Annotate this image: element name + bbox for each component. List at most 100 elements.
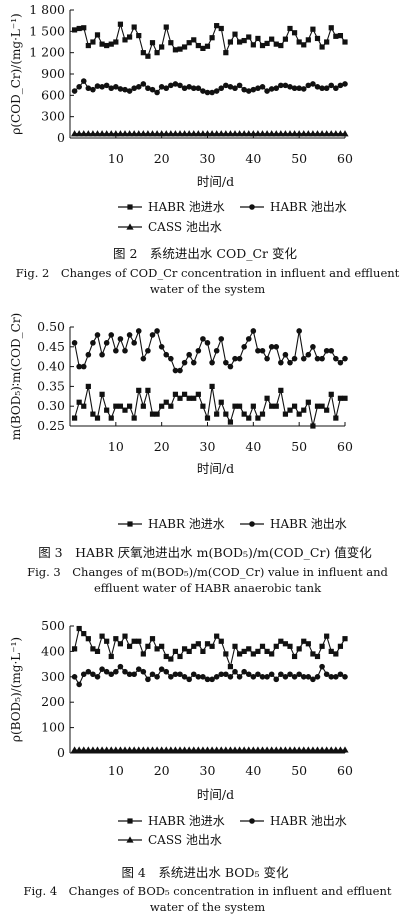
data-point — [159, 44, 165, 50]
x-tick-label: 20 — [154, 763, 170, 778]
data-point — [136, 33, 142, 39]
data-point — [186, 648, 192, 654]
data-point — [319, 403, 325, 409]
data-point — [296, 671, 302, 678]
data-point — [314, 84, 321, 90]
data-point — [269, 403, 275, 409]
data-point — [126, 403, 133, 409]
x-tick-label: 60 — [337, 151, 353, 166]
x-tick-label: 50 — [291, 439, 307, 454]
data-point — [122, 407, 128, 413]
data-point — [241, 86, 247, 93]
data-point — [204, 415, 211, 421]
data-point — [200, 88, 206, 94]
data-point — [227, 419, 234, 425]
data-point — [218, 399, 224, 405]
bod-chart: 0 100 200 300 400 500 10 20 30 40 50 60 时间/d ρ(BOD₅)/… — [9, 618, 353, 847]
data-point — [222, 746, 230, 753]
y-tick-label: 0 — [57, 745, 65, 760]
data-point — [181, 674, 188, 680]
data-point — [104, 42, 110, 49]
data-point — [145, 676, 151, 683]
data-point — [99, 633, 105, 639]
data-point — [121, 746, 129, 753]
data-point — [258, 130, 267, 137]
data-point — [126, 88, 133, 94]
data-point — [85, 383, 91, 389]
data-point — [117, 663, 124, 670]
series-1 — [71, 78, 348, 96]
data-point — [232, 85, 238, 92]
data-point — [323, 130, 331, 137]
data-point — [186, 40, 192, 46]
data-point — [71, 415, 78, 421]
data-point — [76, 625, 82, 632]
data-point — [259, 84, 266, 90]
data-point — [167, 130, 175, 137]
data-point — [226, 130, 235, 137]
data-point — [240, 130, 248, 137]
y-tick-label: 0.40 — [37, 359, 65, 374]
data-point — [245, 336, 252, 342]
data-point — [154, 328, 160, 334]
data-point — [272, 746, 280, 753]
data-point — [213, 130, 221, 137]
data-point — [126, 671, 133, 678]
data-point — [145, 643, 151, 649]
data-point — [81, 631, 87, 637]
figure-3: 0.25 0.30 0.35 0.40 0.45 0.50 10 20 30 40 50 60 时间/d… — [0, 310, 410, 600]
data-point — [154, 646, 160, 652]
data-point — [139, 130, 147, 137]
data-point — [268, 86, 275, 92]
data-point — [107, 746, 115, 753]
data-point — [273, 41, 279, 47]
data-point — [75, 130, 83, 137]
data-point — [319, 44, 325, 50]
legend-marker — [126, 836, 134, 843]
data-point — [310, 676, 316, 683]
data-point — [104, 407, 110, 413]
data-point — [76, 399, 82, 405]
data-point — [121, 130, 129, 137]
data-point — [231, 746, 239, 753]
data-point — [195, 347, 202, 354]
data-point — [236, 82, 243, 89]
data-point — [131, 24, 137, 30]
data-point — [333, 415, 339, 421]
data-point — [177, 671, 183, 678]
data-point — [264, 395, 270, 401]
data-point — [313, 746, 322, 753]
data-point — [130, 746, 138, 753]
data-point — [185, 130, 193, 137]
data-point — [337, 82, 344, 89]
cod-chart: 0 300 600 900 1 200 1 500 1 800 10 20 30 40 50 60 时间/… — [9, 2, 353, 234]
data-point — [204, 89, 211, 96]
data-point — [158, 666, 165, 672]
data-point — [208, 130, 216, 137]
y-tick-label: 300 — [41, 669, 65, 684]
data-point — [204, 676, 211, 683]
data-point — [136, 387, 142, 393]
data-point — [263, 130, 271, 137]
data-point — [158, 344, 165, 350]
data-point — [250, 403, 256, 409]
data-point — [273, 85, 280, 92]
data-point — [250, 674, 257, 680]
data-point — [190, 359, 197, 366]
data-point — [113, 668, 119, 675]
data-point — [259, 347, 266, 354]
data-point — [209, 35, 215, 41]
data-point — [108, 671, 115, 678]
data-point — [223, 651, 229, 657]
data-point — [195, 42, 201, 49]
data-point — [163, 399, 169, 405]
data-point — [264, 674, 270, 680]
data-point — [117, 336, 124, 342]
y-tick-label: 400 — [41, 643, 65, 658]
y-tick-label: 100 — [41, 720, 65, 735]
data-point — [319, 663, 325, 670]
data-point — [291, 403, 298, 409]
data-point — [125, 130, 134, 137]
data-point — [278, 671, 284, 678]
data-point — [149, 86, 156, 93]
